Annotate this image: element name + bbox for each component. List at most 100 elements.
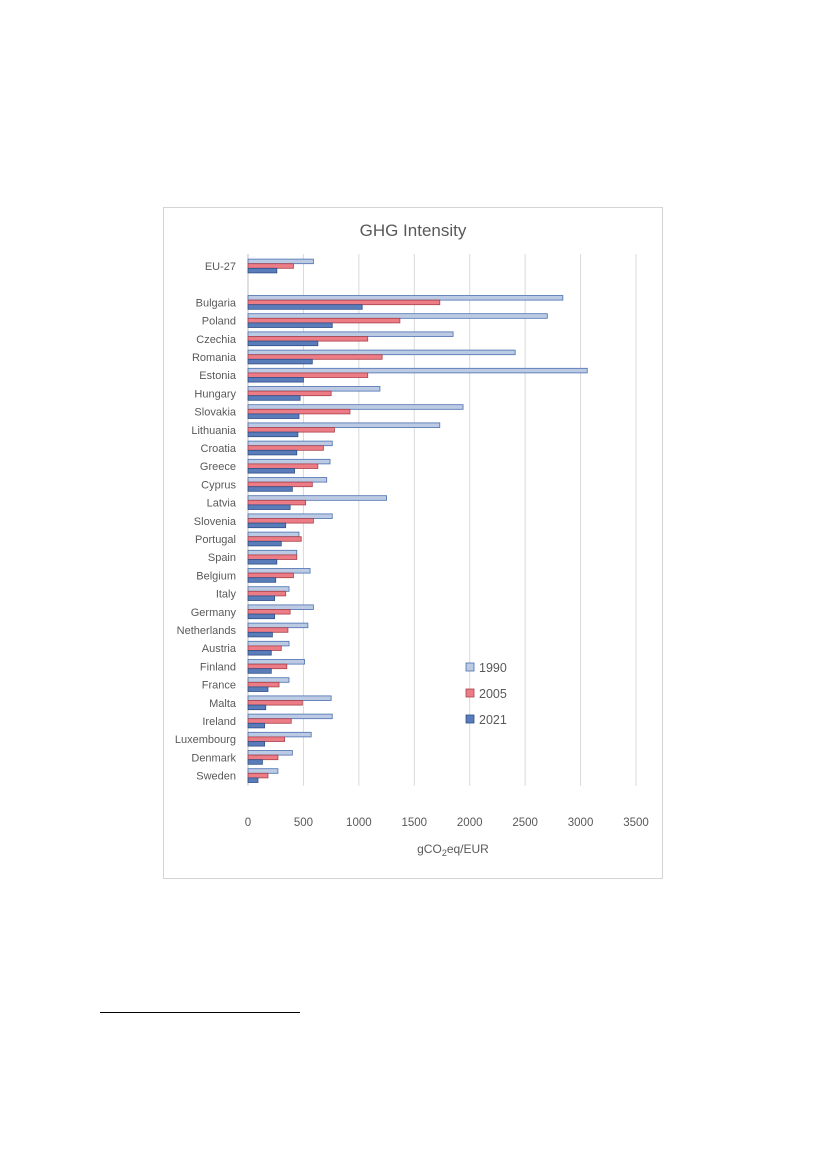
bar-2005 xyxy=(247,481,313,488)
x-axis-label-main: gCO xyxy=(417,842,442,856)
bar-1990 xyxy=(247,513,333,519)
bar-1990 xyxy=(247,750,293,756)
chart-title: GHG Intensity xyxy=(360,221,467,240)
bar-1990 xyxy=(247,313,548,319)
x-axis-label: gCO2eq/EUR xyxy=(417,842,489,858)
legend-label: 1990 xyxy=(479,661,507,675)
bar-1990 xyxy=(247,604,314,610)
bar-2021 xyxy=(247,595,276,601)
bar-2005 xyxy=(247,463,319,469)
bar-1990 xyxy=(247,768,279,774)
category-label: Latvia xyxy=(207,498,237,510)
x-axis-label-rest: eq/EUR xyxy=(447,842,489,856)
bar-2005 xyxy=(247,718,292,724)
bar-2021 xyxy=(247,322,333,328)
bar-1990 xyxy=(247,713,333,720)
x-tick-labels: 0 500 1000 1500 2000 2500 3000 3500 xyxy=(245,817,649,829)
legend-label: 2021 xyxy=(479,713,507,727)
bar-2021 xyxy=(247,358,313,365)
bar-2005 xyxy=(247,700,303,706)
category-label: Germany xyxy=(191,607,237,619)
bar-2005 xyxy=(247,518,314,524)
category-label: Romania xyxy=(192,352,237,364)
bar-2005 xyxy=(247,499,307,506)
bar-2021 xyxy=(247,377,304,383)
bar-2005 xyxy=(247,609,291,615)
bar-2005 xyxy=(247,445,324,451)
bar-1990 xyxy=(247,731,312,738)
category-label: Netherlands xyxy=(177,625,237,637)
bar-2005 xyxy=(247,590,287,597)
category-label: Hungary xyxy=(194,388,236,400)
bar-2005 xyxy=(247,554,298,560)
bar-2021 xyxy=(247,340,319,347)
category-label: Sweden xyxy=(196,771,236,783)
bar-2021 xyxy=(247,704,267,711)
bar-2005 xyxy=(247,317,401,324)
category-label: Lithuania xyxy=(191,425,237,437)
category-label: France xyxy=(202,680,236,692)
category-label: Ireland xyxy=(202,716,236,728)
bar-2021 xyxy=(247,267,278,274)
bar-2005 xyxy=(247,572,294,579)
x-tick-label: 2500 xyxy=(512,817,538,829)
bar-2021 xyxy=(247,668,272,674)
bar-1990 xyxy=(247,495,387,501)
legend-label: 2005 xyxy=(479,687,507,701)
bar-1990 xyxy=(247,477,328,483)
category-label: Portugal xyxy=(195,534,236,546)
x-tick-label: 500 xyxy=(294,817,313,829)
category-label: Slovakia xyxy=(194,407,236,419)
bar-2021 xyxy=(247,722,266,729)
bar-2005 xyxy=(247,372,369,378)
bar-1990 xyxy=(247,349,516,356)
bar-2021 xyxy=(247,486,293,492)
category-label: Poland xyxy=(202,316,236,328)
bar-1990 xyxy=(247,440,333,447)
bar-1990 xyxy=(247,458,331,465)
legend-swatch xyxy=(465,714,475,724)
bar-1990 xyxy=(247,659,305,665)
category-label: Greece xyxy=(200,461,236,473)
category-label: Malta xyxy=(209,698,237,710)
bar-2021 xyxy=(247,650,272,656)
bar-2021 xyxy=(247,631,273,638)
bar-2021 xyxy=(247,777,259,783)
bar-2021 xyxy=(247,431,299,438)
category-label: Slovenia xyxy=(194,516,237,528)
bar-2005 xyxy=(247,263,294,269)
footnote-rule xyxy=(100,1012,300,1013)
category-label: Denmark xyxy=(191,752,236,764)
bar-2021 xyxy=(247,468,295,474)
bar-2021 xyxy=(247,741,266,747)
bar-2021 xyxy=(247,686,269,692)
x-tick-label: 3500 xyxy=(623,817,649,829)
x-tick-label: 1000 xyxy=(346,817,372,829)
category-label: Luxembourg xyxy=(175,734,236,746)
chart-frame xyxy=(163,207,663,879)
bar-1990 xyxy=(247,531,300,538)
bar-1990 xyxy=(247,367,588,374)
bar-2005 xyxy=(247,772,269,779)
bar-1990 xyxy=(247,677,290,683)
bar-1990 xyxy=(247,568,311,574)
legend-swatch xyxy=(465,688,475,698)
category-label: Cyprus xyxy=(201,479,236,491)
category-label: Czechia xyxy=(196,334,237,346)
bar-1990 xyxy=(247,331,454,337)
bar-2021 xyxy=(247,504,291,510)
bar-2021 xyxy=(247,613,276,620)
x-axis-label-subscript: 2 xyxy=(442,848,447,858)
category-label: Bulgaria xyxy=(196,297,237,309)
bar-1990 xyxy=(247,386,381,392)
bar-1990 xyxy=(247,404,464,410)
bar-2005 xyxy=(247,663,288,670)
bar-2005 xyxy=(247,299,441,306)
bar-1990 xyxy=(247,640,290,647)
category-label: Finland xyxy=(200,661,236,673)
bar-2021 xyxy=(247,540,282,547)
bar-2021 xyxy=(247,559,278,565)
bar-2005 xyxy=(247,408,351,415)
bar-1990 xyxy=(247,295,564,301)
